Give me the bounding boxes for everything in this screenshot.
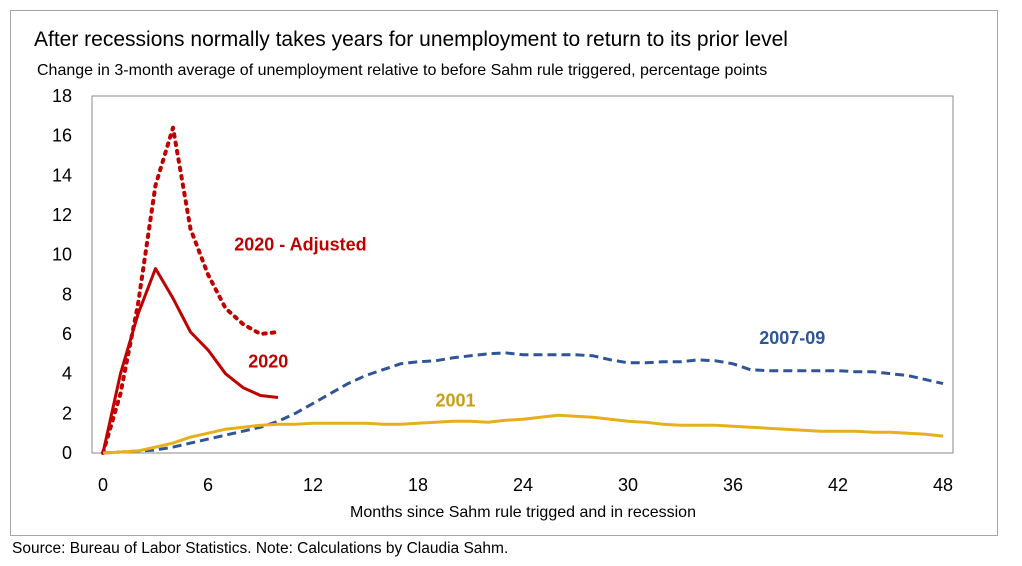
- y-tick-label: 10: [52, 245, 72, 265]
- x-tick-label: 24: [513, 475, 533, 495]
- x-tick-label: 12: [303, 475, 323, 495]
- y-tick-label: 2: [62, 403, 72, 423]
- y-tick-label: 18: [52, 86, 72, 106]
- x-tick-label: 6: [203, 475, 213, 495]
- series-line-2020: [101, 267, 279, 454]
- series-label: 2020: [248, 352, 288, 372]
- series-label: 2020 - Adjusted: [234, 235, 366, 255]
- series-labels: 2020 - Adjusted 2020 2007-09 2001: [234, 235, 825, 411]
- y-tick-label: 4: [62, 364, 72, 384]
- x-tick-label: 42: [828, 475, 848, 495]
- series-line-2001: [102, 413, 944, 455]
- y-tick-label: 12: [52, 205, 72, 225]
- series-line-2007-09: [102, 351, 944, 455]
- y-axis: 0 2 4 6 8 10 12 14 16 18: [52, 86, 72, 463]
- y-tick-label: 8: [62, 284, 72, 304]
- x-tick-label: 18: [408, 475, 428, 495]
- series-lines: [101, 125, 944, 455]
- x-axis: 0 6 12 18 24 30 36 42 48: [98, 475, 953, 495]
- x-tick-label: 48: [933, 475, 953, 495]
- chart-title: After recessions normally takes years fo…: [34, 28, 788, 51]
- x-tick-label: 36: [723, 475, 743, 495]
- source-note: Source: Bureau of Labor Statistics. Note…: [12, 540, 509, 557]
- y-tick-label: 16: [52, 126, 72, 146]
- x-axis-label: Months since Sahm rule trigged and in re…: [350, 504, 696, 521]
- y-tick-label: 6: [62, 324, 72, 344]
- plot-area: [91, 95, 954, 454]
- chart-subtitle: Change in 3-month average of unemploymen…: [37, 62, 768, 79]
- y-tick-label: 0: [62, 443, 72, 463]
- y-tick-label: 14: [52, 165, 72, 185]
- x-tick-label: 30: [618, 475, 638, 495]
- series-label: 2007-09: [759, 328, 825, 348]
- x-tick-label: 0: [98, 475, 108, 495]
- series-label: 2001: [436, 390, 476, 410]
